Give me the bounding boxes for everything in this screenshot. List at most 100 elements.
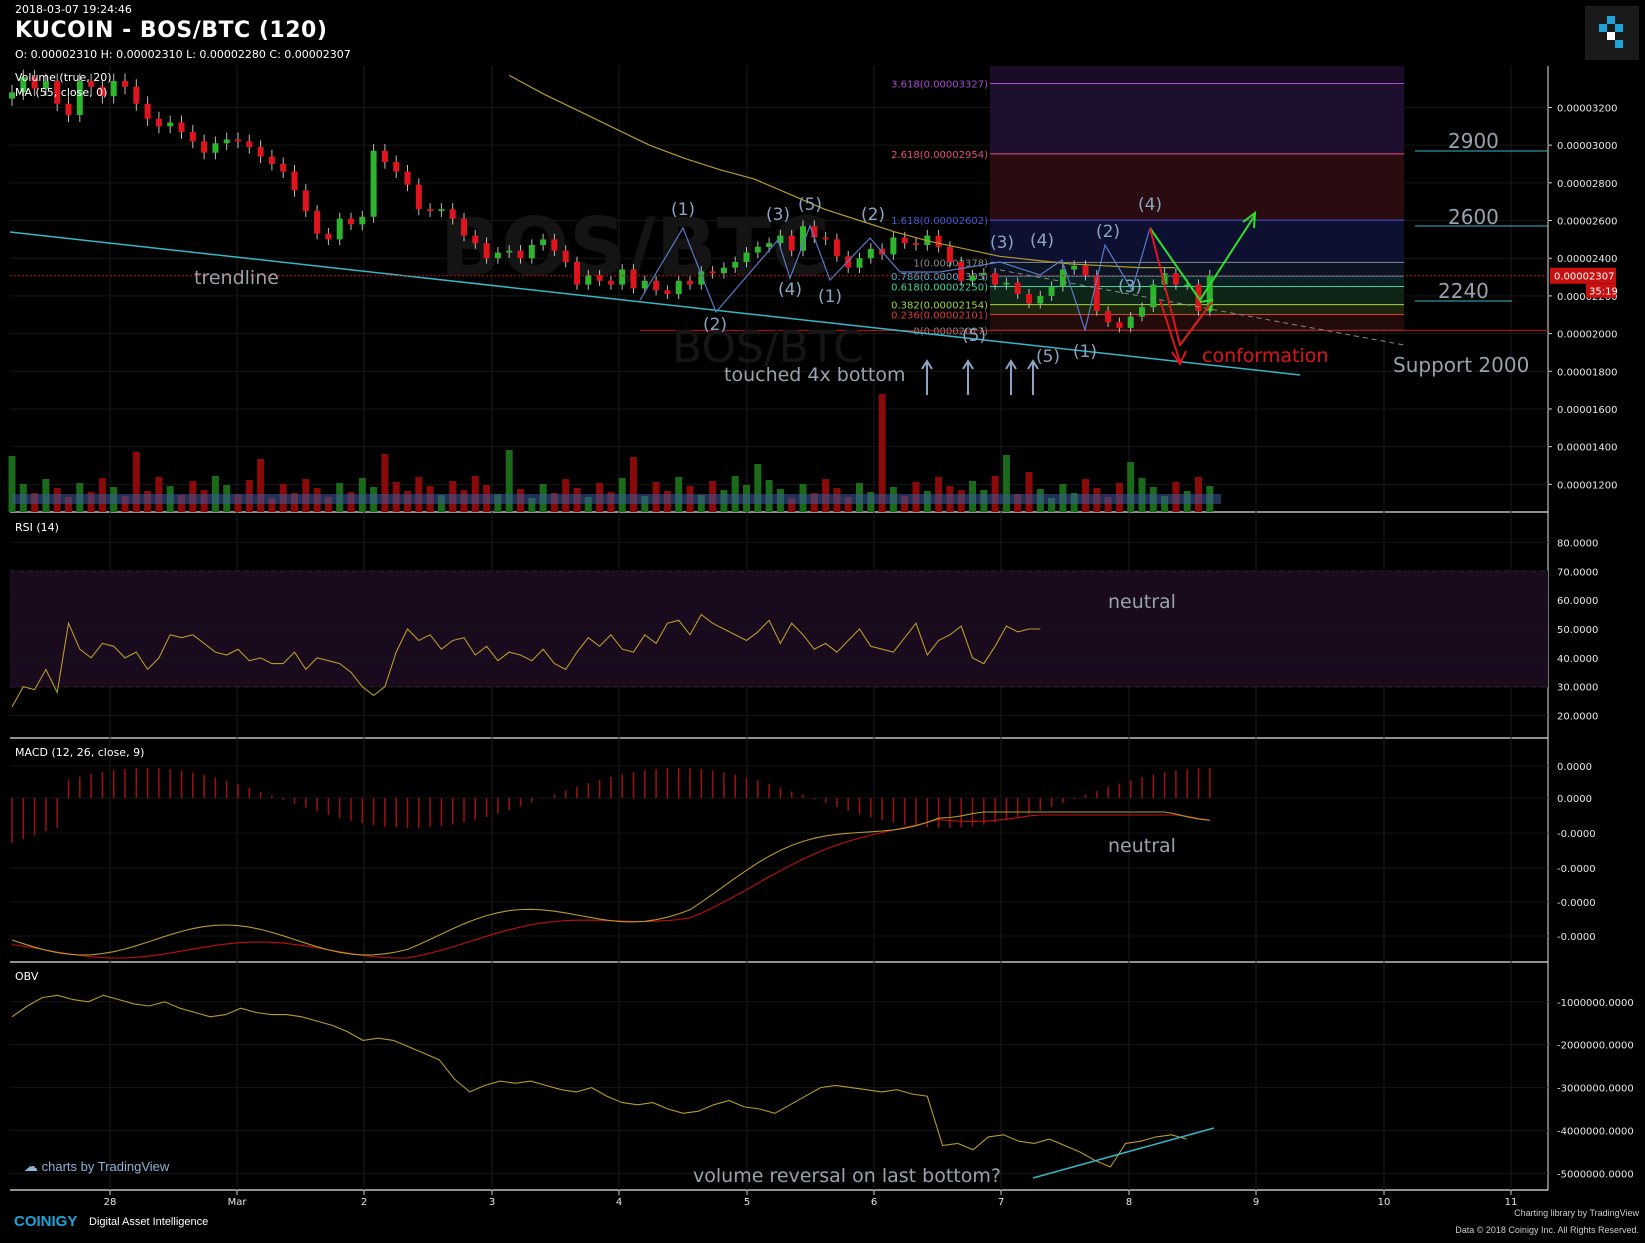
- rsi-line: [11, 613, 1041, 708]
- candle-body: [732, 261, 739, 268]
- candle-body: [415, 184, 422, 210]
- candle-body: [1048, 286, 1055, 296]
- candle-body: [506, 250, 513, 253]
- candle-body: [946, 246, 953, 262]
- x-tick-label-0: 28: [104, 1197, 117, 1208]
- price-tick-label-7: 0.00001800: [1557, 367, 1617, 378]
- candle-body: [31, 77, 38, 89]
- ma-55-line: [508, 74, 1175, 269]
- candle-body: [110, 81, 117, 97]
- touch-arrowhead-1: [962, 359, 974, 370]
- candle-body: [1150, 284, 1157, 308]
- candle-body: [1127, 316, 1134, 328]
- wave-label-0: (1): [671, 200, 695, 220]
- wave-label-13: (4): [1138, 195, 1162, 215]
- volume-ma-band: [12, 494, 1222, 504]
- rsi-note: neutral: [1108, 591, 1176, 613]
- wave-label-8: (4): [1030, 231, 1054, 251]
- annotation-confirmation: conformation: [1202, 345, 1328, 367]
- macd-tick-label-3: -0.0000: [1557, 864, 1596, 875]
- candle-body: [630, 269, 637, 289]
- candle-body: [720, 267, 727, 274]
- candle-body: [381, 150, 388, 163]
- candle-body: [687, 280, 693, 285]
- volume-bar: [1002, 455, 1010, 512]
- candle-body: [189, 131, 196, 142]
- wave-zigzag: [639, 224, 1151, 333]
- volume-bar: [788, 498, 796, 512]
- macd-tick-label-0: 0.0000: [1557, 762, 1592, 773]
- candle-body: [698, 271, 705, 285]
- coinigy-logo-icon[interactable]: [1585, 6, 1639, 60]
- touch-arrowhead-0: [921, 359, 933, 370]
- fib-level-label-2: 1.618(0.00002602): [891, 216, 988, 227]
- rsi-tick-label-0: 80.0000: [1557, 538, 1598, 549]
- ohlc-readout: O: 0.00002310 H: 0.00002310 L: 0.0000228…: [15, 48, 351, 61]
- candle-body: [562, 250, 569, 262]
- fib-level-label-0: 3.618(0.00003327): [891, 80, 988, 91]
- candle-body: [833, 239, 840, 257]
- candle-body: [393, 162, 400, 172]
- candle-body: [551, 239, 558, 251]
- volume-bar: [132, 452, 140, 512]
- annotation-trendline: trendline: [194, 267, 279, 289]
- chart-title: KUCOIN - BOS/BTC (120): [15, 18, 328, 43]
- rsi-tick-label-6: 20.0000: [1557, 712, 1598, 723]
- candle-body: [427, 209, 434, 212]
- wave-label-11: (2): [1096, 222, 1120, 242]
- obv-trendline: [1032, 1127, 1215, 1179]
- obv-tick-label-3: -4000000.0000: [1557, 1127, 1634, 1138]
- candle-body: [472, 235, 479, 244]
- candle-body: [1116, 322, 1123, 328]
- candle-body: [1206, 275, 1213, 311]
- x-tick-label-6: 6: [871, 1197, 877, 1208]
- obv-tick-label-0: -1000000.0000: [1557, 998, 1634, 1009]
- current-price-label: 0.00002307: [1554, 272, 1614, 283]
- candle-body: [811, 226, 818, 238]
- tradingview-credit[interactable]: ☁ charts by TradingView: [24, 1158, 169, 1175]
- candle-body: [20, 77, 27, 93]
- volume-bar: [1104, 497, 1112, 512]
- candle-body: [913, 243, 919, 246]
- fib-level-label-7: 0.236(0.00002101): [891, 311, 988, 322]
- fib-band-4: [990, 276, 1404, 287]
- candle-body: [133, 86, 140, 104]
- candle-body: [99, 86, 106, 97]
- touch-arrowhead-3: [1027, 359, 1039, 370]
- candle-body: [246, 141, 253, 148]
- candle-body: [754, 246, 761, 253]
- rsi-tick-label-5: 30.0000: [1557, 683, 1598, 694]
- candle-body: [449, 209, 456, 219]
- obv-line: [11, 994, 1187, 1168]
- candle-body: [935, 235, 942, 247]
- copyright-notice: Data © 2018 Coinigy Inc. All Rights Rese…: [1455, 1225, 1639, 1235]
- macd-line: [11, 811, 1210, 956]
- x-tick-label-11: 11: [1505, 1197, 1518, 1208]
- candle-body: [212, 143, 219, 153]
- candle-body: [777, 235, 784, 244]
- volume-bar: [1127, 462, 1135, 512]
- candle-body: [88, 81, 95, 87]
- x-tick-label-1: Mar: [228, 1197, 248, 1208]
- watermark-small: BOS/BTC: [672, 322, 864, 373]
- candle-body: [155, 118, 162, 127]
- volume-bar: [1025, 472, 1033, 512]
- macd-legend: MACD (12, 26, close, 9): [15, 746, 144, 759]
- candle-body: [1037, 295, 1044, 304]
- candle-body: [822, 237, 829, 240]
- candle-body: [1003, 282, 1010, 285]
- candle-body: [980, 273, 987, 276]
- fib-level-label-5: 0.618(0.00002250): [891, 282, 988, 293]
- candle-body: [958, 261, 965, 281]
- candle-body: [42, 81, 49, 89]
- projection-arrow-red: [1149, 227, 1213, 348]
- countdown-badge: [1586, 283, 1616, 298]
- candle-body: [54, 81, 61, 104]
- candle-body: [1059, 269, 1066, 287]
- macd-tick-label-2: -0.0000: [1557, 829, 1596, 840]
- projection-arrowhead-red: [1171, 350, 1187, 367]
- candle-body: [348, 218, 354, 225]
- candle-body: [664, 290, 671, 295]
